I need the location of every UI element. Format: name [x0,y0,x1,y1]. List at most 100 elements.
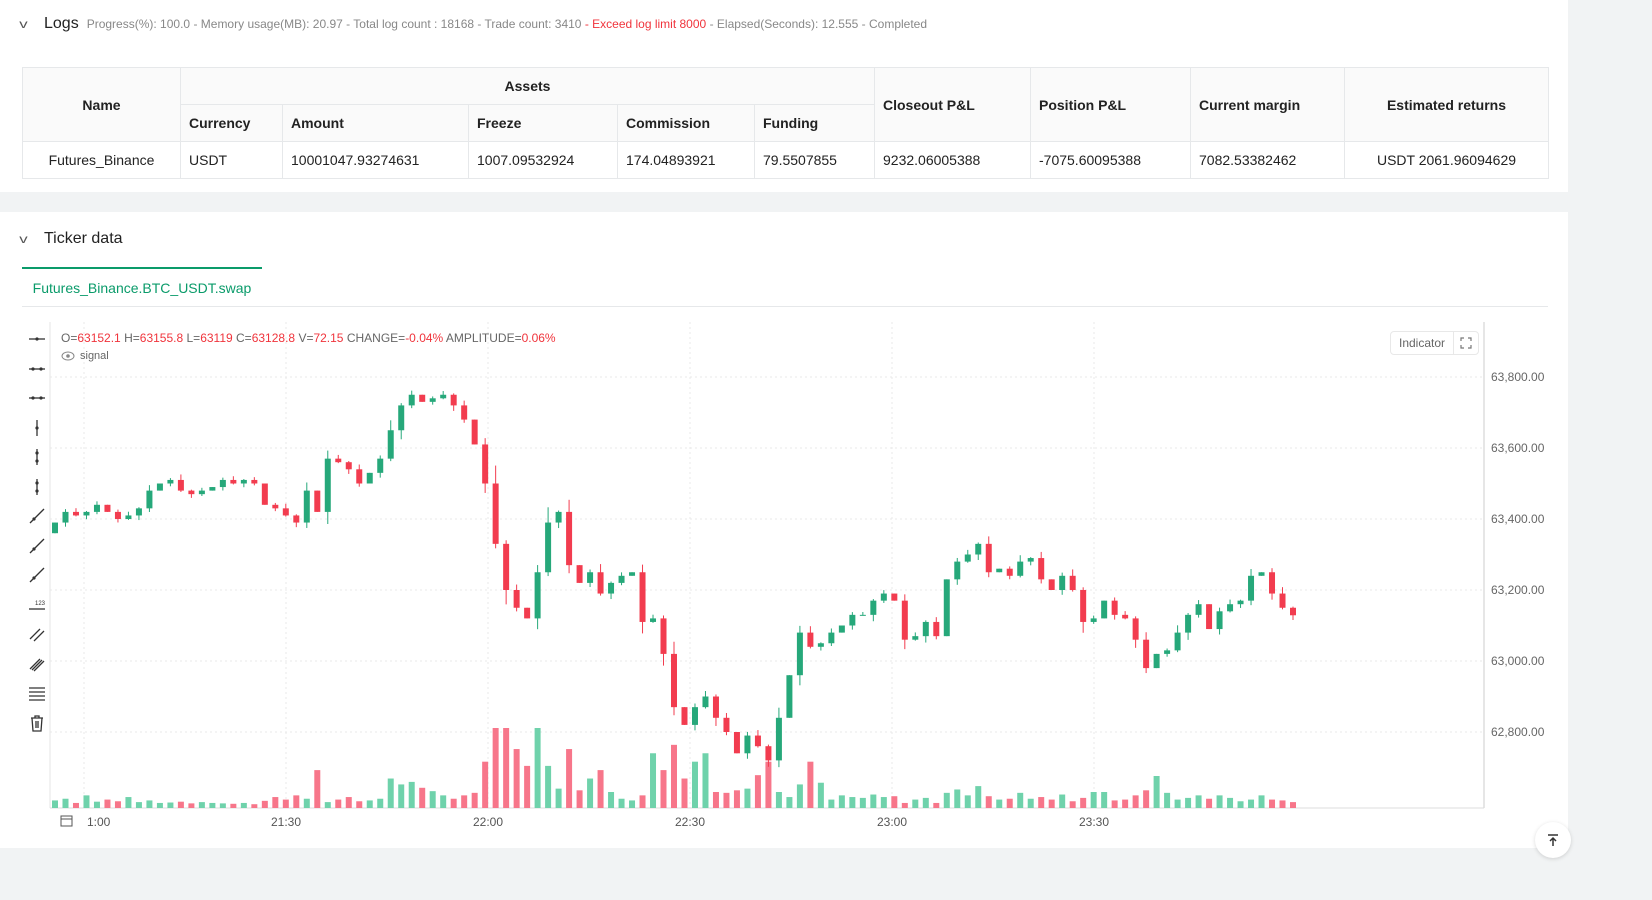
col-returns: Estimated returns [1344,67,1549,142]
time-tick: 22:00 [473,815,504,829]
candle-up [52,522,58,534]
candle-up [1258,572,1265,576]
volume-bar [765,761,772,808]
back-to-top-button[interactable] [1535,822,1571,858]
multi-line-icon[interactable] [27,654,47,674]
chevron-down-icon[interactable]: v [19,17,28,31]
volume-bar [83,795,90,808]
trash-icon[interactable] [27,713,47,733]
candle-up [303,490,310,523]
volume-bar [1206,798,1213,808]
volume-bar [114,801,121,808]
volume-bar [1248,799,1255,808]
volume-bar [1111,800,1118,808]
volume-bar [1006,798,1013,808]
fullscreen-icon[interactable] [1453,332,1478,354]
indicator-button[interactable]: Indicator [1399,336,1446,350]
candle-up [387,430,394,459]
volume-bar [975,786,982,808]
vertical-ray-icon[interactable] [27,418,47,438]
volume-label: V= [298,331,314,345]
volume-bar [230,803,237,808]
price-label-icon[interactable]: 123 [27,595,47,615]
volume-bar [303,798,310,808]
horizontal-segment-icon[interactable] [27,388,47,408]
candle-down [671,653,677,708]
candle-up [366,472,373,484]
candle-up [534,572,541,619]
logs-title: Logs [44,15,79,32]
candle-down [1279,593,1286,608]
candle-down [597,572,604,594]
volume-bar [964,795,971,808]
candle-down [251,479,258,484]
volume-bar [261,800,268,808]
chevron-down-icon[interactable]: v [19,232,28,246]
candle-up [608,582,615,594]
volume-bar [1174,799,1181,808]
volume-bar [1153,776,1160,808]
volume-bar [660,770,667,808]
memory-text: - Memory usage(MB): 20.97 [193,17,343,31]
calendar-icon[interactable] [60,814,73,827]
horizontal-line-icon[interactable] [27,359,47,379]
volume-bar [1132,795,1139,808]
volume-bar [398,784,405,808]
volume-bar [849,797,856,808]
candle-down [461,405,468,420]
cell-position: -7075.60095388 [1030,141,1191,179]
trend-ray-icon[interactable] [27,506,47,526]
ticker-title: Ticker data [44,230,123,247]
tab-btc-usdt-swap[interactable]: Futures_Binance.BTC_USDT.swap [22,267,262,306]
candle-down [1038,558,1045,580]
volume-bar [702,753,709,808]
volume-bar [135,802,142,808]
volume-bar [691,761,698,808]
volume-bar [198,802,205,808]
fib-lines-icon[interactable] [27,683,47,703]
trend-line-icon[interactable] [27,536,47,556]
parallel-channel-icon[interactable] [27,624,47,644]
vertical-line-icon[interactable] [27,447,47,467]
candle-down [891,593,898,601]
change-value: -0.04% [405,331,444,345]
candle-down [72,511,79,516]
candle-down [482,444,489,484]
volume-bar [324,802,331,808]
candle-up [398,405,405,431]
logs-header[interactable]: v Logs Progress(%): 100.0 - Memory usage… [19,15,927,33]
candle-up [618,575,625,583]
eye-icon[interactable] [61,351,75,361]
candle-up [1027,558,1034,562]
candle-down [765,746,772,761]
candle-up [146,490,153,509]
cell-amount: 10001047.93274631 [282,141,469,179]
candle-down [933,621,940,637]
time-tick: 1:00 [87,815,111,829]
candle-up [1059,575,1066,590]
volume-bar [408,781,415,808]
horizontal-ray-icon[interactable] [27,329,47,349]
candle-down [1069,575,1076,590]
volume-bar [209,802,216,808]
signal-legend[interactable]: signal [61,350,109,362]
volume-bar [922,797,929,808]
cell-currency: USDT [180,141,283,179]
candle-down [807,632,814,647]
candle-up [1237,600,1244,605]
signal-label: signal [80,350,109,362]
volume-bar [419,787,426,808]
candle-up [545,522,552,573]
candle-up [240,479,247,484]
vertical-segment-icon[interactable] [27,477,47,497]
candle-up [912,636,919,640]
ticker-header[interactable]: v Ticker data [19,230,123,248]
trend-segment-icon[interactable] [27,565,47,585]
candle-up [1101,600,1108,619]
volume-bar [62,798,69,808]
volume-bar [335,799,342,808]
candle-up [167,479,174,484]
candle-down [566,511,573,566]
table-row: Futures_Binance USDT 10001047.93274631 1… [22,141,1549,179]
